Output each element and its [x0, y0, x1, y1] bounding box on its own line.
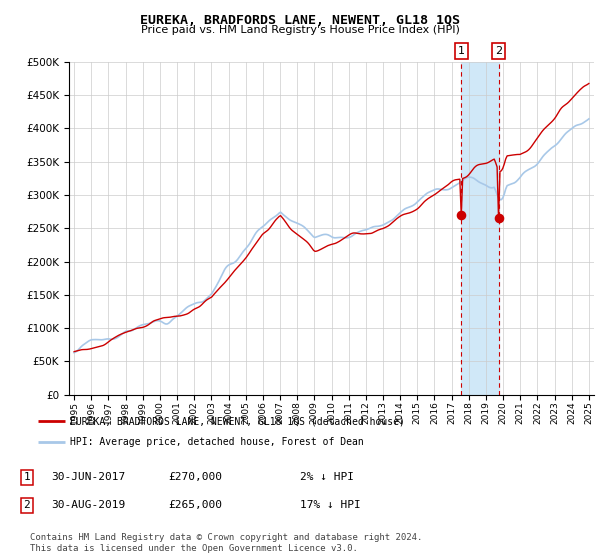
Point [494, 214, 503, 223]
Text: 2% ↓ HPI: 2% ↓ HPI [300, 472, 354, 482]
Text: 1: 1 [23, 472, 31, 482]
Text: 17% ↓ HPI: 17% ↓ HPI [300, 500, 361, 510]
Text: £265,000: £265,000 [168, 500, 222, 510]
Text: EUREKA, BRADFORDS LANE, NEWENT, GL18 1QS: EUREKA, BRADFORDS LANE, NEWENT, GL18 1QS [140, 14, 460, 27]
Text: Contains HM Land Registry data © Crown copyright and database right 2024.
This d: Contains HM Land Registry data © Crown c… [30, 533, 422, 553]
Text: £270,000: £270,000 [168, 472, 222, 482]
Text: 30-AUG-2019: 30-AUG-2019 [51, 500, 125, 510]
Text: HPI: Average price, detached house, Forest of Dean: HPI: Average price, detached house, Fore… [71, 437, 364, 446]
Text: EUREKA, BRADFORDS LANE, NEWENT, GL18 1QS (detached house): EUREKA, BRADFORDS LANE, NEWENT, GL18 1QS… [71, 417, 406, 426]
Text: 1: 1 [458, 46, 465, 56]
Bar [461, 62, 499, 395]
Point [457, 211, 466, 220]
Text: 2: 2 [23, 500, 31, 510]
Text: Price paid vs. HM Land Registry's House Price Index (HPI): Price paid vs. HM Land Registry's House … [140, 25, 460, 35]
Text: 2: 2 [495, 46, 502, 56]
Text: 30-JUN-2017: 30-JUN-2017 [51, 472, 125, 482]
